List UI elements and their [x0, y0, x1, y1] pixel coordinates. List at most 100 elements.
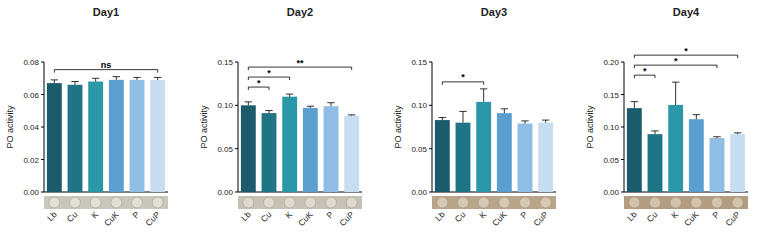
panel: Day2PO activity0.000.050.100.15LbCuKCuKP…: [199, 6, 362, 228]
y-tick: [235, 62, 238, 63]
y-axis-label: PO activity: [585, 105, 595, 149]
x-tick-label: CuP: [531, 209, 550, 228]
title: Day1: [93, 6, 119, 18]
x-tick-label: P: [130, 209, 141, 220]
error-bar: [521, 121, 528, 124]
bar: [538, 123, 553, 192]
y-tick: [41, 62, 44, 63]
bar: [130, 80, 145, 192]
bar: [47, 83, 62, 192]
x-tick-label: K: [89, 209, 100, 220]
y-tick: [429, 192, 432, 193]
y-tick: [235, 105, 238, 106]
bar: [241, 105, 256, 192]
y-tick-label: 0.20: [603, 58, 619, 67]
x-tick-label: Cu: [453, 209, 468, 224]
bar: [476, 102, 491, 192]
panel: Day4PO activity0.000.050.100.150.20LbCuK…: [585, 6, 748, 228]
error-bar: [501, 109, 508, 113]
bar: [668, 105, 683, 192]
well: [499, 197, 510, 208]
title: Day3: [481, 6, 507, 18]
y-tick-label: 0.15: [603, 91, 619, 100]
x-axis: [432, 192, 556, 193]
y-tick-label: 0.15: [411, 58, 427, 67]
well: [540, 197, 551, 208]
bar: [262, 113, 277, 192]
significance-label: ns: [101, 60, 112, 70]
bar: [518, 124, 533, 192]
x-tick-label: K: [477, 209, 488, 220]
marks: [47, 77, 165, 192]
bar: [456, 123, 471, 192]
title: Day2: [287, 6, 313, 18]
marks: [627, 82, 745, 192]
error-bar: [439, 117, 446, 120]
y-tick: [621, 159, 624, 160]
significance-label: *: [643, 66, 647, 76]
error-bar: [542, 120, 549, 123]
panel: Day1PO activity0.000.020.040.060.08LbCuK…: [5, 6, 168, 228]
bar: [68, 85, 83, 192]
x-tick-label: CuP: [143, 209, 162, 228]
y-axis-label: PO activity: [199, 105, 209, 149]
y-tick-label: 0.10: [217, 101, 233, 110]
x-tick-label: CuK: [490, 209, 509, 228]
well: [243, 197, 254, 208]
y-tick-label: 0.10: [603, 123, 619, 132]
y-tick: [235, 192, 238, 193]
y-tick: [621, 94, 624, 95]
significance-label: *: [257, 78, 261, 88]
x-axis: [44, 192, 168, 193]
x-tick-label: Lb: [45, 209, 59, 223]
error-bar: [92, 78, 99, 81]
significance-label: *: [684, 46, 688, 56]
x-tick-label: Cu: [645, 209, 660, 224]
significance-label: *: [674, 56, 678, 66]
well: [326, 197, 337, 208]
y-tick: [621, 192, 624, 193]
x-tick-label: Lb: [625, 209, 639, 223]
marks: [241, 94, 359, 192]
x-tick-label: Lb: [239, 209, 253, 223]
y-tick-label: 0.00: [217, 188, 233, 197]
y-tick-label: 0.10: [411, 101, 427, 110]
y-tick: [621, 62, 624, 63]
well: [629, 197, 640, 208]
well: [111, 197, 122, 208]
bar: [627, 108, 642, 192]
well: [90, 197, 101, 208]
y-axis-label: PO activity: [393, 105, 403, 149]
well: [305, 197, 316, 208]
well: [70, 197, 81, 208]
significance-label: **: [296, 58, 304, 68]
well: [132, 197, 143, 208]
y-tick-label: 0.00: [23, 188, 39, 197]
well: [264, 197, 275, 208]
x-tick-label: Cu: [65, 209, 80, 224]
bar: [88, 82, 103, 193]
y-tick: [41, 127, 44, 128]
bar: [109, 80, 124, 192]
well-strip: [44, 196, 168, 209]
bar: [648, 134, 663, 192]
y-tick-label: 0.00: [411, 188, 427, 197]
error-bar: [651, 131, 658, 134]
error-bar: [327, 103, 334, 106]
x-tick-label: CuK: [296, 209, 315, 228]
bar: [730, 134, 745, 192]
error-bar: [713, 137, 720, 138]
y-tick-label: 0.05: [217, 145, 233, 154]
error-bar: [245, 102, 252, 105]
well: [478, 197, 489, 208]
y-axis-label: PO activity: [5, 105, 15, 149]
y-tick: [621, 127, 624, 128]
x-tick-label: P: [518, 209, 529, 220]
x-axis: [624, 192, 748, 193]
error-bar: [307, 106, 314, 108]
y-tick: [429, 62, 432, 63]
x-tick-label: K: [669, 209, 680, 220]
x-tick-label: CuP: [337, 209, 356, 228]
y-tick-label: 0.05: [603, 156, 619, 165]
bar: [710, 138, 725, 192]
